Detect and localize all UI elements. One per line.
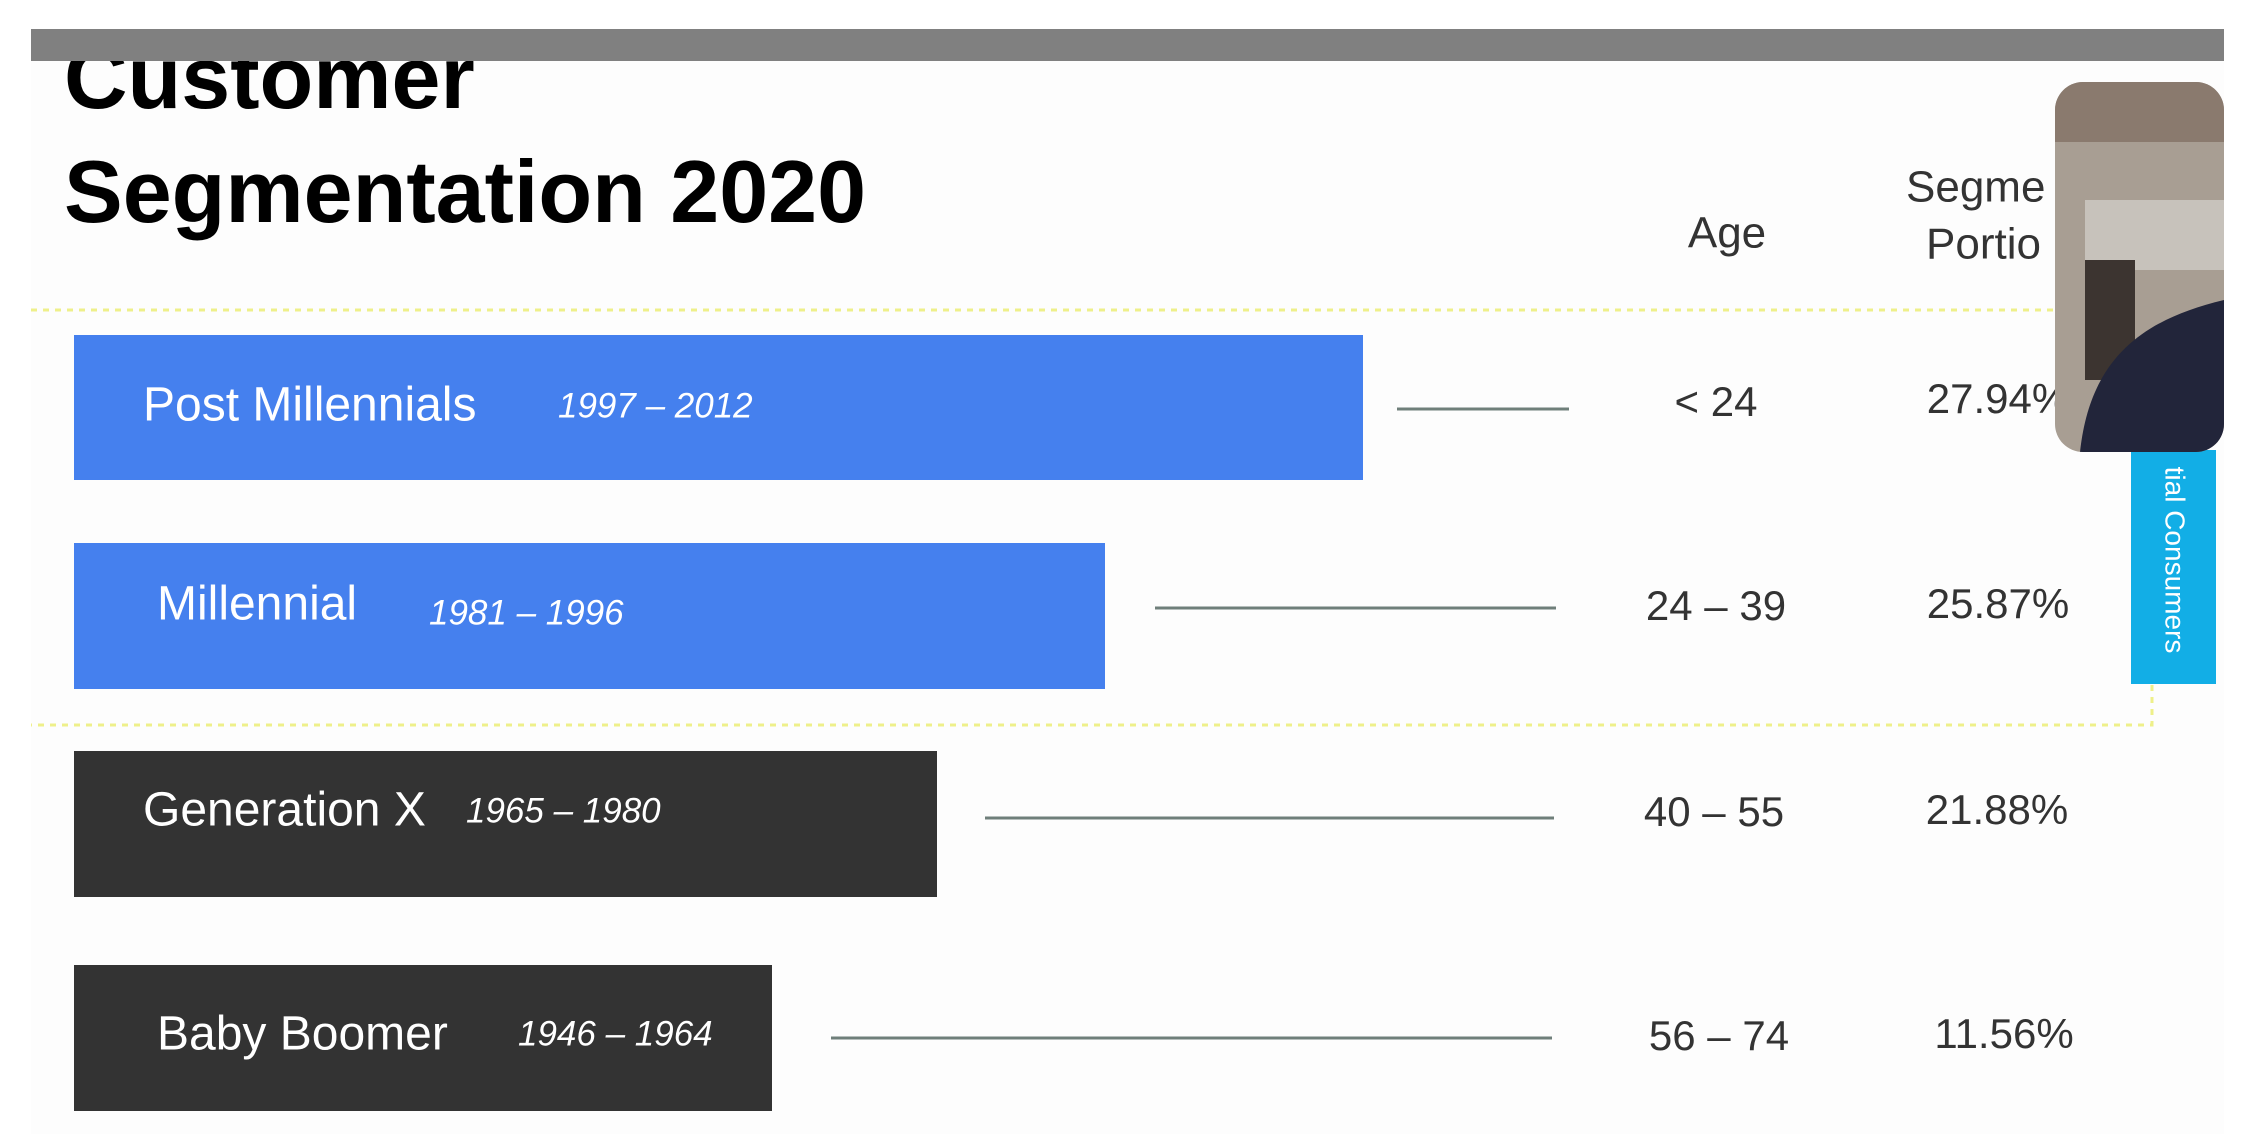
age: 40 – 55 <box>1644 788 1784 835</box>
row: Generation X 1965 – 1980 40 – 55 21.88% <box>74 751 2068 897</box>
row: Baby Boomer 1946 – 1964 56 – 74 11.56% <box>74 965 2074 1111</box>
portion: 11.56% <box>1934 1010 2073 1057</box>
portion-header: Segme <box>1906 163 2045 212</box>
segment-years: 1997 – 2012 <box>558 386 753 425</box>
portion: 25.87% <box>1927 580 2069 627</box>
side-tag-label: tial Consumers <box>2160 467 2191 654</box>
row: Millennial 1981 – 1996 24 – 39 25.87% <box>74 543 2069 689</box>
segment-bar <box>74 751 937 897</box>
segment-bar <box>74 965 772 1111</box>
segment-years: 1946 – 1964 <box>518 1014 713 1053</box>
video-overlay <box>2055 82 2224 452</box>
segment-years: 1965 – 1980 <box>466 791 661 830</box>
top-bar <box>31 29 2224 61</box>
segment-bar <box>74 543 1105 689</box>
portion: 21.88% <box>1926 786 2068 833</box>
row: Post Millennials 1997 – 2012 < 24 27.94% <box>74 335 2069 480</box>
portion: 27.94% <box>1927 375 2069 422</box>
segment-label: Baby Boomer <box>157 1008 448 1061</box>
age: 56 – 74 <box>1649 1012 1789 1059</box>
age-header: Age <box>1688 209 1766 258</box>
title-line: Segmentation 2020 <box>64 142 866 241</box>
segment-bar <box>74 335 1363 480</box>
age: < 24 <box>1675 378 1758 425</box>
segment-label: Post Millennials <box>143 379 476 432</box>
age: 24 – 39 <box>1646 582 1786 629</box>
portion-header: Portio <box>1926 220 2041 269</box>
segment-label: Millennial <box>157 578 357 631</box>
segment-years: 1981 – 1996 <box>429 593 624 632</box>
segment-label: Generation X <box>143 784 426 837</box>
side-tag <box>2131 450 2216 684</box>
